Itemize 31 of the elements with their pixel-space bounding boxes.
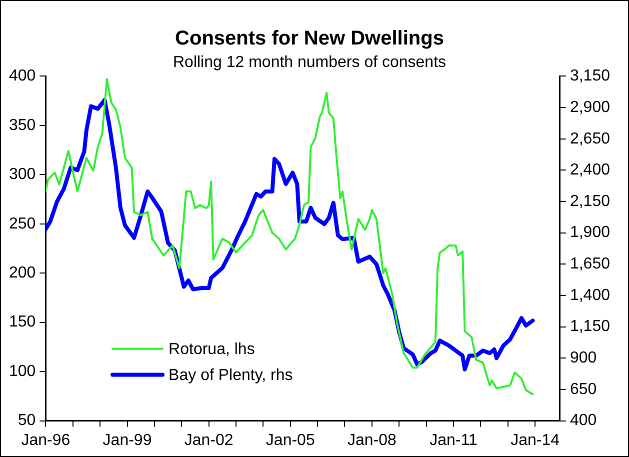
- y2-tick-label: 3,150: [570, 68, 610, 85]
- y-tick-label: 200: [8, 264, 36, 282]
- y2-tick-label: 400: [570, 412, 597, 430]
- y2-tick-label: 1,900: [570, 224, 610, 242]
- y2-tick-label: 2,150: [570, 192, 610, 210]
- y2-tick-label: 2,650: [570, 130, 610, 148]
- chart-subtitle: Rolling 12 month numbers of consents: [172, 54, 446, 72]
- x-tick-label: Jan-96: [21, 432, 70, 449]
- y-tick-label: 100: [8, 362, 36, 380]
- y2-tick-label: 2,400: [570, 162, 610, 179]
- legend-label: Bay of Plenty, rhs: [168, 367, 293, 384]
- x-tick-label: Jan-02: [184, 432, 234, 449]
- x-tick-label: Jan-11: [430, 432, 478, 449]
- y2-tick-label: 650: [570, 380, 597, 398]
- x-tick-label: Jan-05: [266, 432, 315, 449]
- y-tick-label: 250: [8, 215, 36, 232]
- y2-tick-label: 1,150: [570, 318, 610, 336]
- y-tick-label: 300: [8, 166, 36, 184]
- y2-tick-label: 1,400: [570, 286, 610, 304]
- x-tick-label: Jan-08: [347, 432, 396, 449]
- y-tick-label: 50: [18, 412, 36, 430]
- legend-label: Rotorua, lhs: [168, 341, 255, 358]
- y-tick-label: 150: [8, 314, 36, 331]
- y2-tick-label: 900: [570, 350, 597, 367]
- y2-tick-label: 1,650: [570, 256, 610, 273]
- y-tick-label: 400: [8, 68, 36, 85]
- chart-title: Consents for New Dwellings: [175, 28, 444, 50]
- y2-tick-label: 2,900: [570, 98, 610, 116]
- y-tick-label: 350: [8, 116, 36, 134]
- x-tick-label: Jan-14: [510, 432, 560, 449]
- x-tick-label: Jan-99: [102, 432, 152, 449]
